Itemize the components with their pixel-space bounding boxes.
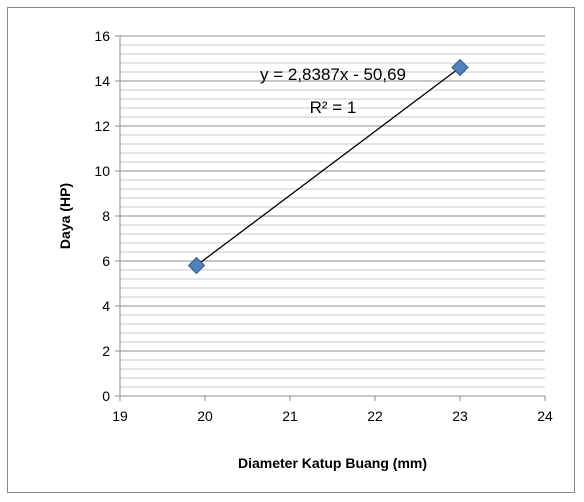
x-tick-labels: 19 20 21 22 23 24 [112,408,553,424]
data-point-marker [187,256,206,275]
axes [115,35,546,401]
chart-frame [7,7,575,493]
y-tick-label: 4 [102,298,110,314]
y-tick-label: 6 [102,253,110,269]
y-tick-label: 8 [102,208,110,224]
y-tick-label: 0 [102,388,110,404]
x-tick-label: 23 [452,408,468,424]
trendline-group [196,66,461,267]
y-tick-labels: 0 2 4 6 8 10 12 14 16 [94,28,110,404]
y-tick-label: 14 [94,73,110,89]
y-tick-label: 16 [94,28,110,44]
data-points [187,58,469,275]
y-tick-label: 10 [94,163,110,179]
x-tick-label: 24 [537,408,553,424]
x-tick-label: 21 [282,408,298,424]
y-tick-label: 12 [94,118,110,134]
r-squared-label: R² = 1 [310,98,357,117]
gridlines [120,35,545,388]
x-tick-label: 22 [367,408,383,424]
x-axis-title: Diameter Katup Buang (mm) [238,455,427,471]
y-tick-label: 2 [102,343,110,359]
y-axis-title: Daya (HP) [57,183,73,249]
trendline [196,66,461,267]
x-tick-label: 19 [112,408,128,424]
equation-label: y = 2,8387x - 50,69 [260,65,406,84]
data-point-marker [451,58,469,77]
x-tick-label: 20 [197,408,213,424]
